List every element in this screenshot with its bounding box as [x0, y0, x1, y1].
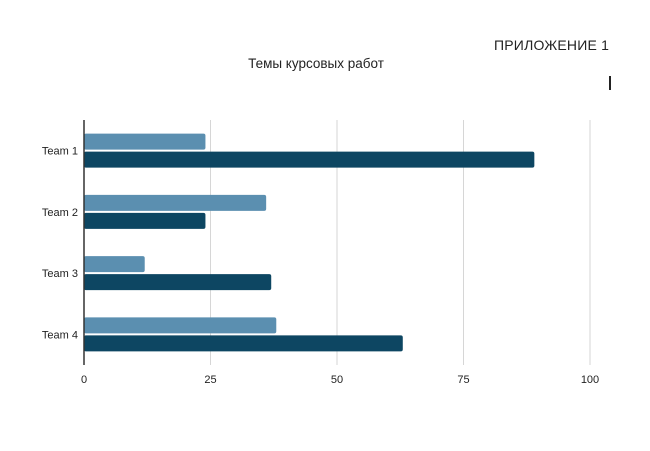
x-tick-label: 50	[331, 374, 343, 386]
bar-series-1	[84, 317, 277, 334]
bars	[84, 133, 535, 352]
bar-series-2	[84, 151, 535, 168]
bar-series-1	[84, 256, 145, 273]
text-cursor	[609, 76, 611, 90]
category-label: Team 1	[42, 146, 78, 158]
bar-series-2	[84, 335, 403, 352]
bar-series-1	[84, 194, 267, 211]
x-tick-label: 0	[81, 374, 87, 386]
bar-series-2	[84, 212, 206, 229]
category-label: Team 4	[42, 329, 78, 341]
labels: 0 25 50 75 100 Team 1 Team 2 Team 3 Team 4	[42, 146, 599, 386]
x-tick-label: 75	[457, 374, 469, 386]
chart-title: Темы курсовых работ	[248, 56, 384, 71]
category-label: Team 2	[42, 207, 78, 219]
x-tick-label: 25	[204, 374, 216, 386]
appendix-label: ПРИЛОЖЕНИЕ 1	[494, 37, 610, 53]
bar-series-2	[84, 274, 272, 291]
x-tick-label: 100	[581, 374, 599, 386]
bar-series-1	[84, 133, 206, 150]
category-label: Team 3	[42, 268, 78, 280]
